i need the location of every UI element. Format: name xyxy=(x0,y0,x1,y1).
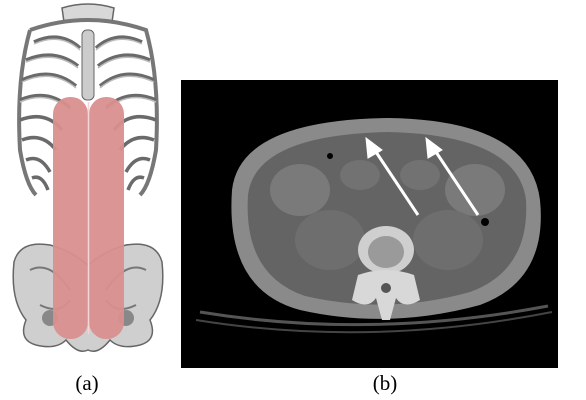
panel-a-image xyxy=(13,4,163,351)
figure: (a) (b) xyxy=(0,0,586,400)
panel-label: (a) xyxy=(75,371,98,395)
panel-b-image xyxy=(181,80,558,368)
page: {"figure": {"panels": [{"label": "(a)"},… xyxy=(0,0,586,400)
panel-label: (b) xyxy=(373,371,398,395)
